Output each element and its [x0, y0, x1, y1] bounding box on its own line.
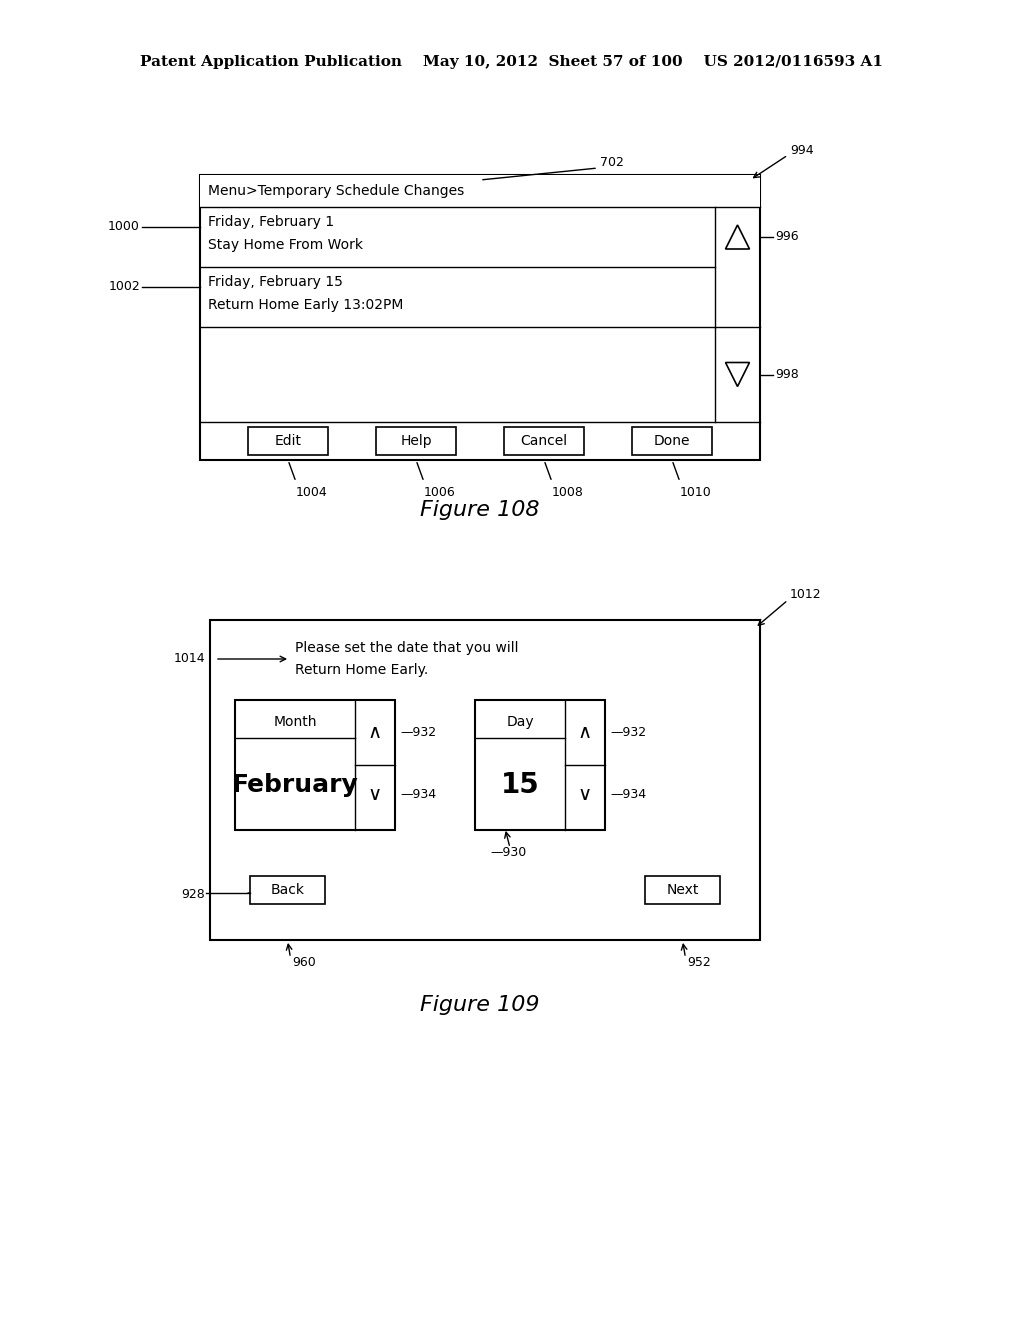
Text: Please set the date that you will: Please set the date that you will: [295, 642, 518, 655]
Text: Cancel: Cancel: [520, 434, 567, 447]
FancyBboxPatch shape: [376, 426, 456, 455]
Text: 1010: 1010: [680, 486, 712, 499]
Text: 15: 15: [501, 771, 540, 799]
Text: Month: Month: [273, 715, 316, 729]
Text: 996: 996: [775, 231, 799, 243]
FancyBboxPatch shape: [645, 876, 720, 904]
Text: 1002: 1002: [109, 281, 140, 293]
Text: 960: 960: [293, 956, 316, 969]
Text: ∧: ∧: [368, 722, 382, 742]
Text: 1012: 1012: [790, 589, 821, 602]
Bar: [200, 176, 760, 459]
Text: —932: —932: [610, 726, 646, 738]
Text: —934: —934: [400, 788, 436, 801]
Text: ∨: ∨: [368, 785, 382, 804]
Bar: [210, 620, 760, 940]
Bar: [234, 700, 395, 830]
Text: 1000: 1000: [109, 220, 140, 234]
Text: Back: Back: [270, 883, 304, 898]
Text: 952: 952: [687, 956, 712, 969]
Text: Stay Home From Work: Stay Home From Work: [208, 238, 362, 252]
Text: Return Home Early.: Return Home Early.: [295, 663, 428, 677]
FancyBboxPatch shape: [504, 426, 584, 455]
Text: 994: 994: [790, 144, 814, 157]
Text: Figure 108: Figure 108: [420, 500, 540, 520]
Text: —934: —934: [610, 788, 646, 801]
Text: 1008: 1008: [552, 486, 584, 499]
Text: February: February: [231, 774, 358, 797]
Text: 998: 998: [775, 368, 799, 381]
Text: Next: Next: [667, 883, 698, 898]
Text: 928: 928: [181, 888, 205, 902]
Text: 1014: 1014: [173, 652, 205, 664]
FancyBboxPatch shape: [248, 426, 328, 455]
Bar: [475, 700, 605, 830]
Text: Menu>Temporary Schedule Changes: Menu>Temporary Schedule Changes: [208, 183, 464, 198]
Text: Return Home Early 13:02PM: Return Home Early 13:02PM: [208, 298, 403, 312]
Text: —930: —930: [490, 846, 526, 858]
Text: ∧: ∧: [578, 722, 592, 742]
Text: 702: 702: [600, 156, 624, 169]
Text: Help: Help: [400, 434, 432, 447]
FancyBboxPatch shape: [250, 876, 325, 904]
Text: —932: —932: [400, 726, 436, 738]
Text: Patent Application Publication    May 10, 2012  Sheet 57 of 100    US 2012/01165: Patent Application Publication May 10, 2…: [140, 55, 884, 69]
Text: Day: Day: [506, 715, 534, 729]
Bar: [200, 176, 760, 207]
Text: Figure 109: Figure 109: [420, 995, 540, 1015]
Text: ∨: ∨: [578, 785, 592, 804]
Text: 1006: 1006: [424, 486, 456, 499]
Text: Friday, February 15: Friday, February 15: [208, 275, 343, 289]
Text: 1004: 1004: [296, 486, 328, 499]
Text: Friday, February 1: Friday, February 1: [208, 215, 334, 228]
Text: Edit: Edit: [274, 434, 301, 447]
Text: Done: Done: [653, 434, 690, 447]
FancyBboxPatch shape: [632, 426, 712, 455]
